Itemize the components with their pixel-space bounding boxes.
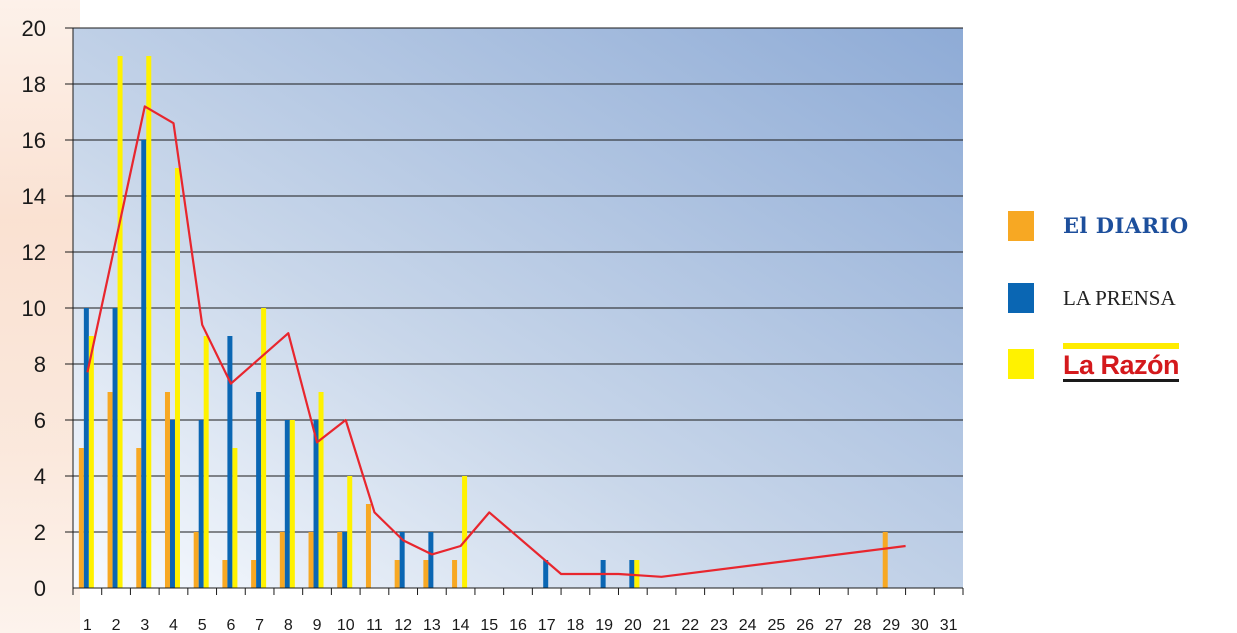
bar — [193, 532, 199, 588]
bar — [279, 532, 285, 588]
bar — [164, 392, 170, 588]
bar — [146, 56, 152, 588]
bar — [308, 532, 314, 588]
x-tick-label: 14 — [452, 617, 470, 633]
y-tick-label: 14 — [22, 184, 46, 209]
la-prensa-logo: LA PRENSA — [1063, 286, 1176, 310]
x-tick-label: 21 — [653, 617, 671, 633]
bar — [88, 336, 94, 588]
legend-swatch-la-prensa — [1008, 283, 1034, 313]
legend-swatch-la-razon — [1008, 349, 1034, 379]
bar — [251, 560, 257, 588]
el-diario-logo: El DIARIO — [1063, 213, 1189, 238]
y-tick-label: 4 — [34, 464, 46, 489]
x-tick-label: 22 — [681, 617, 699, 633]
bar — [462, 476, 468, 588]
bar — [337, 532, 343, 588]
y-tick-label: 18 — [22, 72, 46, 97]
bar — [399, 532, 405, 588]
bar — [261, 308, 267, 588]
bar — [112, 308, 118, 588]
x-tick-label: 30 — [911, 617, 929, 633]
x-tick-label: 16 — [509, 617, 527, 633]
bar — [882, 532, 888, 588]
x-tick-label: 8 — [284, 617, 293, 633]
bar — [117, 56, 123, 588]
x-tick-label: 1 — [83, 617, 92, 633]
y-tick-label: 16 — [22, 128, 46, 153]
x-tick-label: 26 — [796, 617, 814, 633]
bar — [423, 560, 429, 588]
x-tick-label: 13 — [423, 617, 441, 633]
x-tick-label: 27 — [825, 617, 843, 633]
x-tick-label: 28 — [854, 617, 872, 633]
x-tick-label: 24 — [739, 617, 757, 633]
x-tick-label: 10 — [337, 617, 355, 633]
x-tick-label: 5 — [198, 617, 207, 633]
x-tick-label: 19 — [595, 617, 613, 633]
x-tick-label: 20 — [624, 617, 642, 633]
x-tick-label: 12 — [394, 617, 412, 633]
legend-item-el-diario: El DIARIO — [1008, 208, 1233, 248]
x-tick-label: 3 — [140, 617, 149, 633]
bar — [227, 336, 233, 588]
y-tick-label: 2 — [34, 520, 46, 545]
bar — [78, 448, 84, 588]
x-tick-label: 9 — [313, 617, 322, 633]
bar — [543, 560, 549, 588]
x-tick-label: 11 — [366, 617, 383, 633]
bar — [347, 476, 353, 588]
background-watermark — [0, 0, 80, 633]
x-tick-label: 4 — [169, 617, 178, 633]
y-tick-label: 8 — [34, 352, 46, 377]
bar — [394, 560, 400, 588]
bar — [232, 448, 238, 588]
bar — [428, 532, 434, 588]
bar — [318, 392, 324, 588]
y-tick-label: 20 — [22, 16, 46, 41]
bar — [452, 560, 458, 588]
legend-swatch-el-diario — [1008, 211, 1034, 241]
y-tick-label: 12 — [22, 240, 46, 265]
trend-line — [86, 105, 906, 578]
bar — [141, 140, 147, 588]
bar — [174, 168, 180, 588]
la-razon-logo: La Razón — [1063, 343, 1180, 382]
bar — [169, 420, 175, 588]
x-tick-label: 15 — [480, 617, 498, 633]
bar — [136, 448, 142, 588]
y-tick-label: 10 — [22, 296, 46, 321]
x-tick-label: 18 — [567, 617, 585, 633]
x-tick-label: 17 — [538, 617, 556, 633]
x-tick-label: 7 — [255, 617, 264, 633]
bar — [342, 532, 348, 588]
x-tick-label: 31 — [940, 617, 958, 633]
x-tick-label: 6 — [226, 617, 235, 633]
legend-item-la-prensa: LA PRENSA — [1008, 280, 1233, 320]
x-tick-label: 23 — [710, 617, 728, 633]
bar — [198, 420, 204, 588]
bar — [284, 420, 290, 588]
legend-item-la-razon: La Razón — [1008, 343, 1233, 383]
x-tick-label: 29 — [882, 617, 900, 633]
bar — [107, 392, 113, 588]
bar — [203, 336, 209, 588]
bar — [365, 504, 371, 588]
bar — [83, 308, 89, 588]
x-tick-label: 25 — [767, 617, 785, 633]
bar — [634, 560, 640, 588]
y-tick-label: 6 — [34, 408, 46, 433]
bar — [256, 392, 262, 588]
bar — [313, 420, 319, 588]
bar — [222, 560, 228, 588]
bar — [289, 420, 295, 588]
y-tick-label: 0 — [34, 576, 46, 601]
x-tick-label: 2 — [112, 617, 121, 633]
